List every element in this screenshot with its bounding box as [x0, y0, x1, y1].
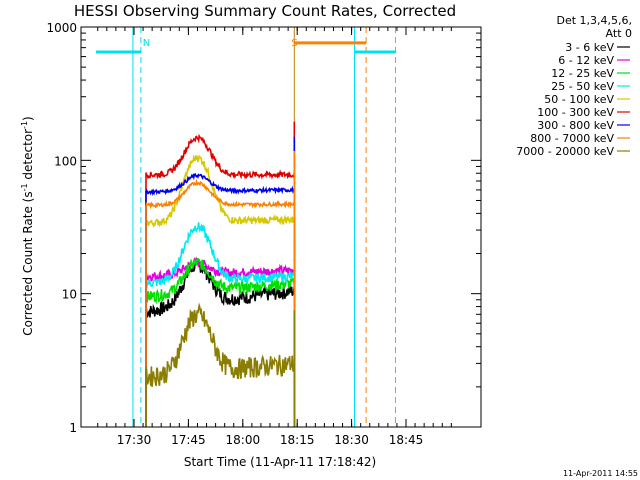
x-tick-label: 18:45 [389, 433, 424, 447]
legend-label: 25 - 50 keV [551, 80, 614, 93]
plot-frame [80, 26, 482, 428]
legend-label: 300 - 800 keV [537, 119, 614, 132]
y-tick-label: 100 [54, 154, 77, 168]
series-line [145, 151, 296, 427]
x-axis-label: Start Time (11-Apr-11 17:18:42) [184, 455, 376, 469]
x-tick-label: 17:30 [117, 433, 152, 447]
plot-lines [95, 27, 396, 427]
marker-label: N [143, 38, 150, 49]
legend-label: 3 - 6 keV [565, 41, 614, 54]
series-line [145, 237, 296, 427]
x-tick-label: 18:30 [334, 433, 369, 447]
marker-label: S [291, 38, 297, 49]
chart-title: HESSI Observing Summary Count Rates, Cor… [74, 2, 456, 20]
y-axis: 1 10 100 1000 [46, 21, 481, 435]
series-line [145, 136, 296, 427]
legend-label: 50 - 100 keV [544, 93, 614, 106]
series-line [145, 222, 296, 427]
y-axis-label: Corrected Count Rate (s-1 detector-1) [20, 116, 35, 335]
y-tick-label: 1 [69, 421, 77, 435]
legend-label: 100 - 300 keV [537, 106, 614, 119]
x-tick-label: 18:00 [226, 433, 261, 447]
series-line [145, 217, 296, 427]
legend-header-1: Det 1,3,4,5,6, [556, 14, 632, 27]
legend-label: 800 - 7000 keV [530, 132, 614, 145]
y-tick-label: 10 [62, 288, 77, 302]
y-tick-label: 1000 [46, 21, 77, 35]
x-axis: 17:30 17:45 18:00 18:15 18:30 18:45 [97, 27, 452, 447]
legend-label: 7000 - 20000 keV [516, 145, 614, 158]
footer-timestamp: 11-Apr-2011 14:55 [563, 469, 638, 478]
legend-label: 6 - 12 keV [558, 54, 614, 67]
legend-label: 12 - 25 keV [551, 67, 614, 80]
x-tick-label: 18:15 [280, 433, 315, 447]
series-line [145, 302, 296, 427]
series-line [145, 230, 296, 427]
x-tick-label: 17:45 [171, 433, 206, 447]
series-line [145, 154, 296, 427]
series-line [145, 121, 296, 427]
legend-header-2: Att 0 [606, 27, 632, 40]
